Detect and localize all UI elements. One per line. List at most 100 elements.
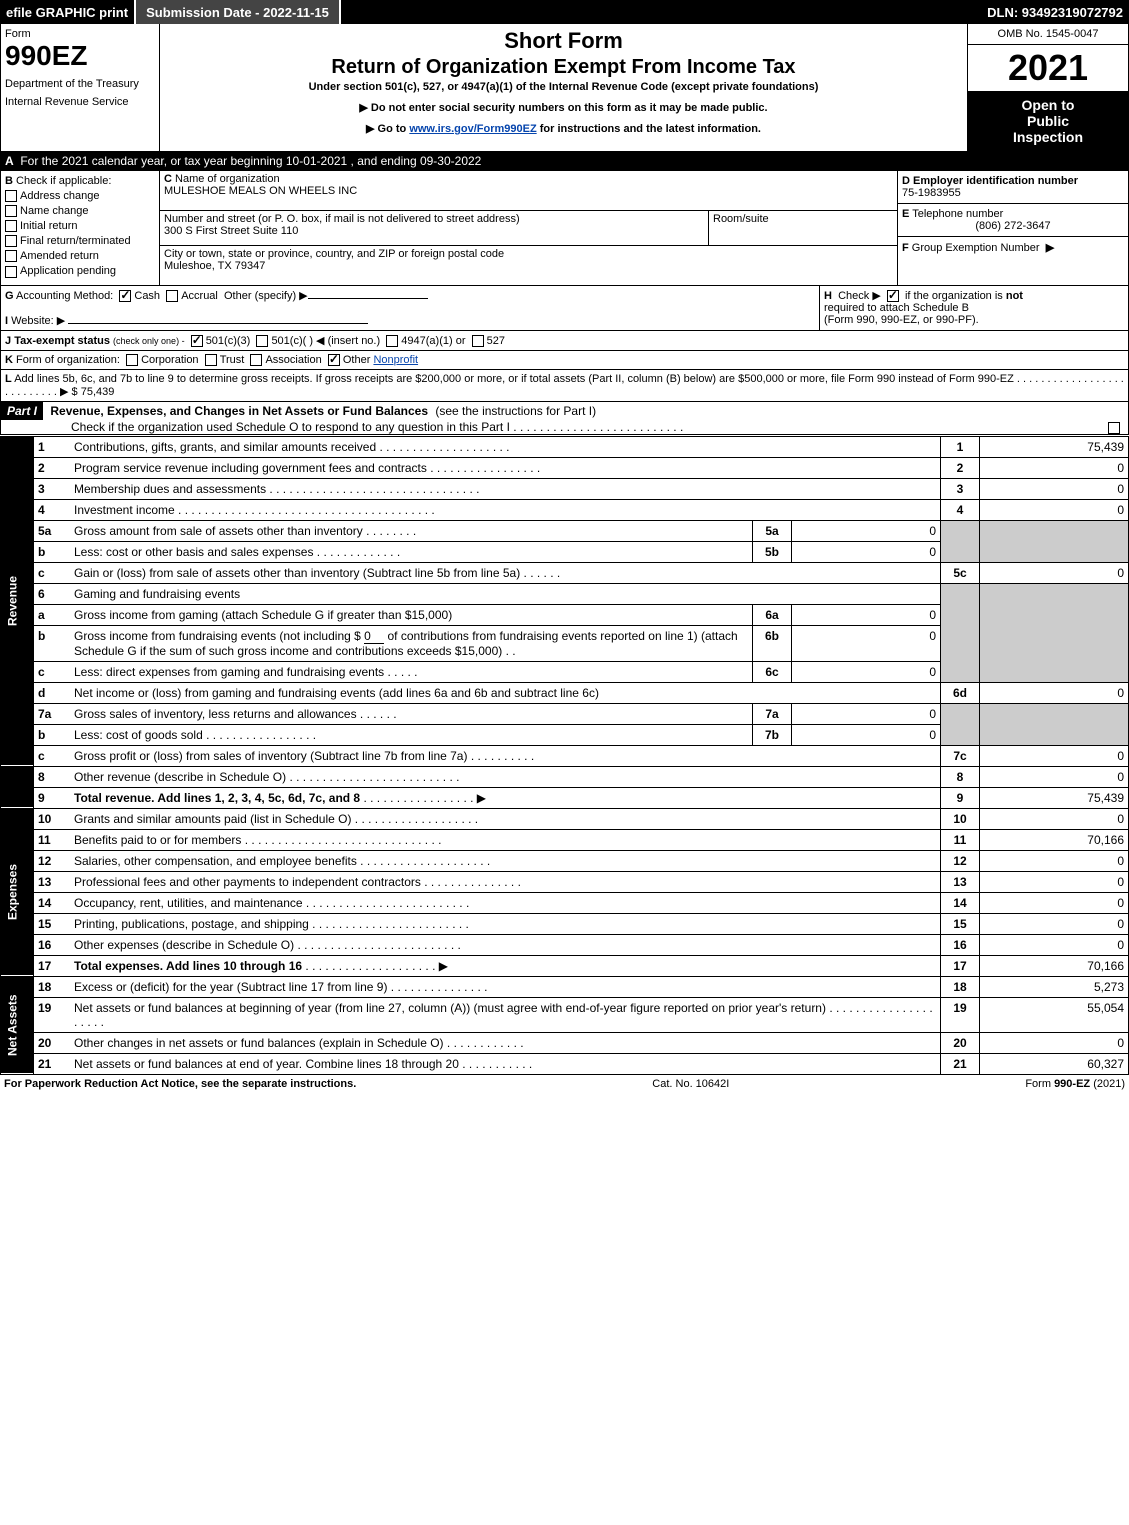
cb-address-change[interactable]: Address change: [5, 190, 155, 202]
cb-initial-return[interactable]: Initial return: [5, 220, 155, 232]
l4-desc: Investment income: [74, 503, 175, 517]
row-l-text: Add lines 5b, 6c, and 7b to line 9 to de…: [14, 373, 1014, 385]
l5a-sv: 0: [792, 520, 941, 541]
cb-final-return[interactable]: Final return/terminated: [5, 235, 155, 247]
cb-trust[interactable]: [205, 354, 217, 366]
ge-label: Group Exemption Number: [912, 242, 1040, 254]
cb-501c3[interactable]: [191, 335, 203, 347]
cb-accrual[interactable]: [166, 290, 178, 302]
l10-desc: Grants and similar amounts paid (list in…: [74, 812, 351, 826]
line-3: 3 Membership dues and assessments . . . …: [1, 478, 1129, 499]
l11-cn: 11: [941, 829, 980, 850]
other-input[interactable]: [308, 298, 428, 299]
l3-desc: Membership dues and assessments: [74, 482, 266, 496]
line-20: 20 Other changes in net assets or fund b…: [1, 1032, 1129, 1053]
cb-schedule-o[interactable]: [1108, 422, 1120, 434]
l2-cn: 2: [941, 457, 980, 478]
line-21: 21 Net assets or fund balances at end of…: [1, 1053, 1129, 1074]
form-number: 990EZ: [5, 40, 155, 72]
opt-527: 527: [487, 335, 505, 347]
footer-right-bold: 990-EZ: [1054, 1078, 1090, 1090]
l7b-desc: Less: cost of goods sold: [74, 728, 203, 742]
row-i-text: Website: ▶: [11, 315, 65, 327]
page-footer: For Paperwork Reduction Act Notice, see …: [0, 1075, 1129, 1093]
l11-amt: 70,166: [980, 829, 1129, 850]
cb-4947[interactable]: [386, 335, 398, 347]
cb-label-3: Final return/terminated: [20, 235, 131, 247]
other-nonprofit-link[interactable]: Nonprofit: [373, 354, 418, 366]
ge-cell: F Group Exemption Number ▶: [898, 237, 1128, 258]
line-5a: 5a Gross amount from sale of assets othe…: [1, 520, 1129, 541]
website-input[interactable]: [68, 323, 368, 324]
cb-amended-return[interactable]: Amended return: [5, 250, 155, 262]
cb-cash[interactable]: [119, 290, 131, 302]
l6b-amt-in[interactable]: 0: [364, 629, 384, 644]
row-j: J Tax-exempt status (check only one) - 5…: [0, 331, 1129, 351]
l6c-sc: 6c: [753, 661, 792, 682]
opt-other-label: Other: [343, 354, 371, 366]
efile-print[interactable]: efile GRAPHIC print: [0, 0, 136, 24]
l1-cn: 1: [941, 436, 980, 457]
l7c-amt: 0: [980, 745, 1129, 766]
room-cell: Room/suite: [709, 211, 897, 246]
row-k-label: K: [5, 354, 13, 366]
line-6d: d Net income or (loss) from gaming and f…: [1, 682, 1129, 703]
col-b: B Check if applicable: Address change Na…: [1, 171, 160, 285]
l6d-desc: Net income or (loss) from gaming and fun…: [70, 682, 941, 703]
l7a-num: 7a: [34, 703, 71, 724]
cb-name-change[interactable]: Name change: [5, 205, 155, 217]
l17-num: 17: [34, 955, 71, 976]
l11-num: 11: [34, 829, 71, 850]
cb-association[interactable]: [250, 354, 262, 366]
cb-527[interactable]: [472, 335, 484, 347]
l17-desc: Total expenses. Add lines 10 through 16: [74, 959, 302, 973]
l5c-desc: Gain or (loss) from sale of assets other…: [74, 566, 520, 580]
l8-amt: 0: [980, 766, 1129, 787]
line-18: Net Assets 18 Excess or (deficit) for th…: [1, 976, 1129, 997]
l19-num: 19: [34, 997, 71, 1032]
l5b-sv: 0: [792, 541, 941, 562]
row-h-label: H: [824, 290, 832, 302]
l10-cn: 10: [941, 808, 980, 829]
cb-other-org[interactable]: [328, 354, 340, 366]
row-l-amt: $ 75,439: [72, 386, 115, 398]
l6a-num: a: [34, 604, 71, 625]
l5b-sc: 5b: [753, 541, 792, 562]
footer-left: For Paperwork Reduction Act Notice, see …: [4, 1078, 356, 1090]
open-to-public: Open to Public Inspection: [968, 91, 1128, 151]
irs-link[interactable]: www.irs.gov/Form990EZ: [409, 123, 536, 135]
instruction-ssn: ▶ Do not enter social security numbers o…: [164, 101, 963, 114]
dln: DLN: 93492319072792: [981, 5, 1129, 20]
l20-desc: Other changes in net assets or fund bala…: [74, 1036, 444, 1050]
l14-cn: 14: [941, 892, 980, 913]
l5c-amt: 0: [980, 562, 1129, 583]
l18-desc: Excess or (deficit) for the year (Subtra…: [74, 980, 387, 994]
cb-application-pending[interactable]: Application pending: [5, 265, 155, 277]
footer-form: Form 990-EZ (2021): [1025, 1078, 1125, 1090]
l6b-desc1: Gross income from fundraising events (no…: [74, 629, 361, 643]
l9-amt: 75,439: [980, 787, 1129, 808]
cb-schedule-b[interactable]: [887, 290, 899, 302]
l15-cn: 15: [941, 913, 980, 934]
ge-arrow: ▶: [1046, 242, 1054, 254]
accrual-label: Accrual: [181, 290, 218, 302]
l7b-sc: 7b: [753, 724, 792, 745]
city-value: Muleshoe, TX 79347: [164, 260, 265, 272]
cb-501c[interactable]: [256, 335, 268, 347]
title-short-form: Short Form: [164, 28, 963, 54]
revenue-sidebar: Revenue: [1, 436, 34, 766]
l21-amt: 60,327: [980, 1053, 1129, 1074]
l18-amt: 5,273: [980, 976, 1129, 997]
col-c-label: C: [164, 173, 172, 185]
opt-corp: Corporation: [141, 354, 198, 366]
l12-cn: 12: [941, 850, 980, 871]
part-i-header: Part I Revenue, Expenses, and Changes in…: [0, 402, 1129, 435]
opt-assoc: Association: [265, 354, 321, 366]
cb-corporation[interactable]: [126, 354, 138, 366]
row-a-label: A: [5, 154, 14, 168]
l6-grey-amt: [980, 583, 1129, 682]
part-i-label: Part I: [1, 402, 43, 420]
form-header: Form 990EZ Department of the Treasury In…: [0, 24, 1129, 152]
l12-num: 12: [34, 850, 71, 871]
expenses-sidebar: Expenses: [1, 808, 34, 976]
